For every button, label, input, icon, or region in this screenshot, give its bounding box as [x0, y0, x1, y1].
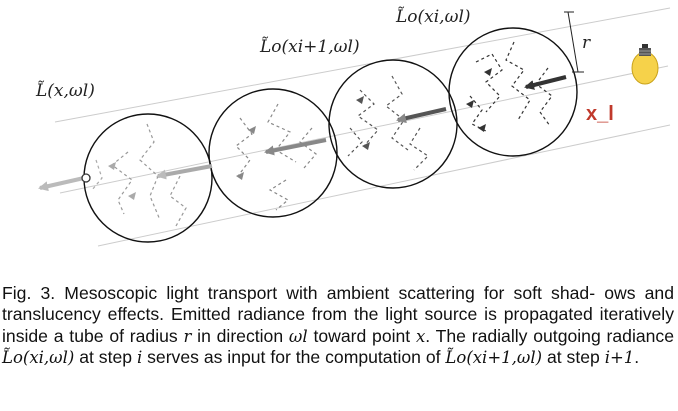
caption-line-5-mid: at step	[546, 347, 600, 368]
scatter-circle-1	[83, 113, 213, 243]
label-radiance-at-point: L̃(x,ωl)	[35, 81, 95, 101]
label-radius: r	[582, 33, 591, 53]
light-bulb-icon	[631, 44, 659, 85]
outgoing-arrow	[38, 176, 85, 192]
caption-line-3-pre: is propagated iteratively inside a tube …	[2, 304, 674, 346]
propagation-arrow-4	[524, 75, 567, 90]
caption-line-3-post: toward	[313, 325, 367, 346]
caption-symbol-Lo-i: L̃o(xi,ωl)	[2, 348, 75, 368]
propagation-arrow-3	[396, 107, 447, 124]
label-radiance-current-step: L̃o(xi,ωl)	[395, 7, 471, 27]
label-radiance-next-step: L̃o(xi+1,ωl)	[259, 37, 360, 57]
propagation-arrow-2	[264, 138, 327, 156]
tube-boundary-bottom	[97, 124, 671, 247]
radius-dimension	[564, 11, 584, 73]
tube-boundary-top	[54, 7, 671, 123]
caption-line-4-mid: . The radially outgoing radiance	[425, 325, 675, 346]
scatter-paths	[91, 41, 553, 227]
light-transport-diagram: L̃(x,ωl) L̃o(xi+1,ωl) L̃o(xi,ωl) r x_l	[35, 7, 671, 247]
caption-line-5-post: .	[634, 347, 640, 368]
caption-line-3-mid: in direction	[197, 325, 284, 346]
caption-symbol-omega: ωl	[288, 326, 308, 346]
caption-symbol-r: r	[183, 326, 192, 346]
caption-symbol-step: i+1	[604, 348, 635, 368]
caption-line-4-post: serves as input	[147, 347, 266, 368]
caption-symbol-Lo-next: L̃o(xi+1,ωl)	[445, 348, 543, 368]
caption-line-1: Fig. 3. Mesoscopic light transport with …	[2, 283, 596, 303]
scatter-arrowheads	[108, 68, 492, 200]
scatter-circle-2	[208, 88, 338, 218]
point-x-marker	[81, 173, 91, 183]
propagation-arrow-1	[156, 164, 213, 180]
figure-caption: Fig. 3. Mesoscopic light transport with …	[2, 283, 674, 369]
caption-line-4-mid2: at step	[79, 347, 133, 368]
caption-line-2: ows and translucency effects. Emitted ra…	[2, 283, 675, 325]
caption-symbol-i: i	[136, 348, 143, 368]
scatter-circle-4	[448, 27, 578, 157]
caption-line-5-pre: for the computation of	[270, 347, 441, 368]
caption-symbol-x: x	[415, 326, 426, 346]
scatter-circle-3	[328, 59, 458, 189]
label-light-point: x_l	[586, 103, 614, 125]
caption-line-4-pre: point	[372, 325, 411, 346]
